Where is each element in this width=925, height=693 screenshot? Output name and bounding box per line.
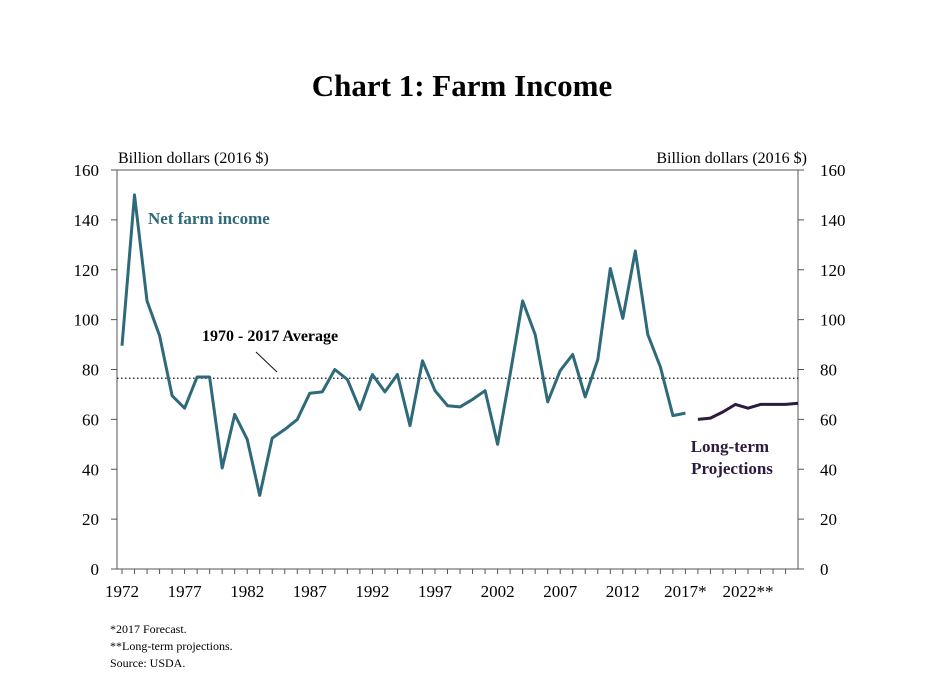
right-y-tick-label: 160: [820, 161, 846, 180]
series-label-projections: Long-term Projections: [691, 437, 774, 478]
left-y-tick-label: 100: [74, 311, 100, 330]
right-y-axis: 0 20 40 60 80 100 120 140 160: [798, 161, 846, 579]
x-tick-label: 1972: [105, 582, 139, 601]
left-axis-label: Billion dollars (2016 $): [118, 150, 269, 167]
x-tick-label: 2022**: [723, 582, 774, 601]
left-y-tick-label: 160: [74, 161, 100, 180]
x-tick-label: 2012: [606, 582, 640, 601]
footnote-source: Source: USDA.: [110, 656, 185, 670]
right-y-tick-label: 20: [820, 510, 837, 529]
right-y-tick-label: 60: [820, 410, 837, 429]
x-tick-label: 2017*: [664, 582, 707, 601]
x-tick-label: 2002: [481, 582, 515, 601]
left-y-tick-label: 80: [82, 361, 99, 380]
x-tick-label: 1987: [293, 582, 328, 601]
x-tick-label: 1982: [230, 582, 264, 601]
right-y-tick-label: 0: [820, 560, 829, 579]
x-tick-label: 1992: [355, 582, 389, 601]
plot-frame: [116, 169, 799, 570]
right-y-tick-label: 140: [820, 211, 846, 230]
right-y-tick-label: 80: [820, 361, 837, 380]
series-label-net-farm-income: Net farm income: [148, 209, 270, 228]
footnote-projections: **Long-term projections.: [110, 639, 233, 653]
x-tick-label: 1997: [418, 582, 453, 601]
right-y-tick-label: 40: [820, 460, 837, 479]
x-tick-label: 1977: [168, 582, 203, 601]
left-y-tick-label: 0: [91, 560, 100, 579]
x-tick-label: 2007: [543, 582, 578, 601]
left-y-tick-label: 120: [74, 261, 100, 280]
chart-title: Chart 1: Farm Income: [312, 68, 612, 103]
average-label: 1970 - 2017 Average: [202, 328, 338, 345]
left-y-tick-label: 20: [82, 510, 99, 529]
series-line-net-farm-income: [120, 193, 686, 497]
left-y-tick-label: 60: [82, 410, 99, 429]
left-y-tick-label: 40: [82, 460, 99, 479]
x-axis: 1972 1977 1982 1987 1992 1997 2002 2007 2012 2017…: [105, 569, 787, 601]
series-line-long-term-projections: [697, 401, 799, 421]
average-pointer: [255, 351, 278, 373]
right-y-tick-label: 100: [820, 311, 846, 330]
left-y-axis: 0 20 40 60 80 100 120 140 160: [74, 161, 117, 579]
footnote-forecast: *2017 Forecast.: [110, 622, 187, 636]
right-axis-label: Billion dollars (2016 $): [656, 150, 807, 167]
left-y-tick-label: 140: [74, 211, 100, 230]
right-y-tick-label: 120: [820, 261, 846, 280]
